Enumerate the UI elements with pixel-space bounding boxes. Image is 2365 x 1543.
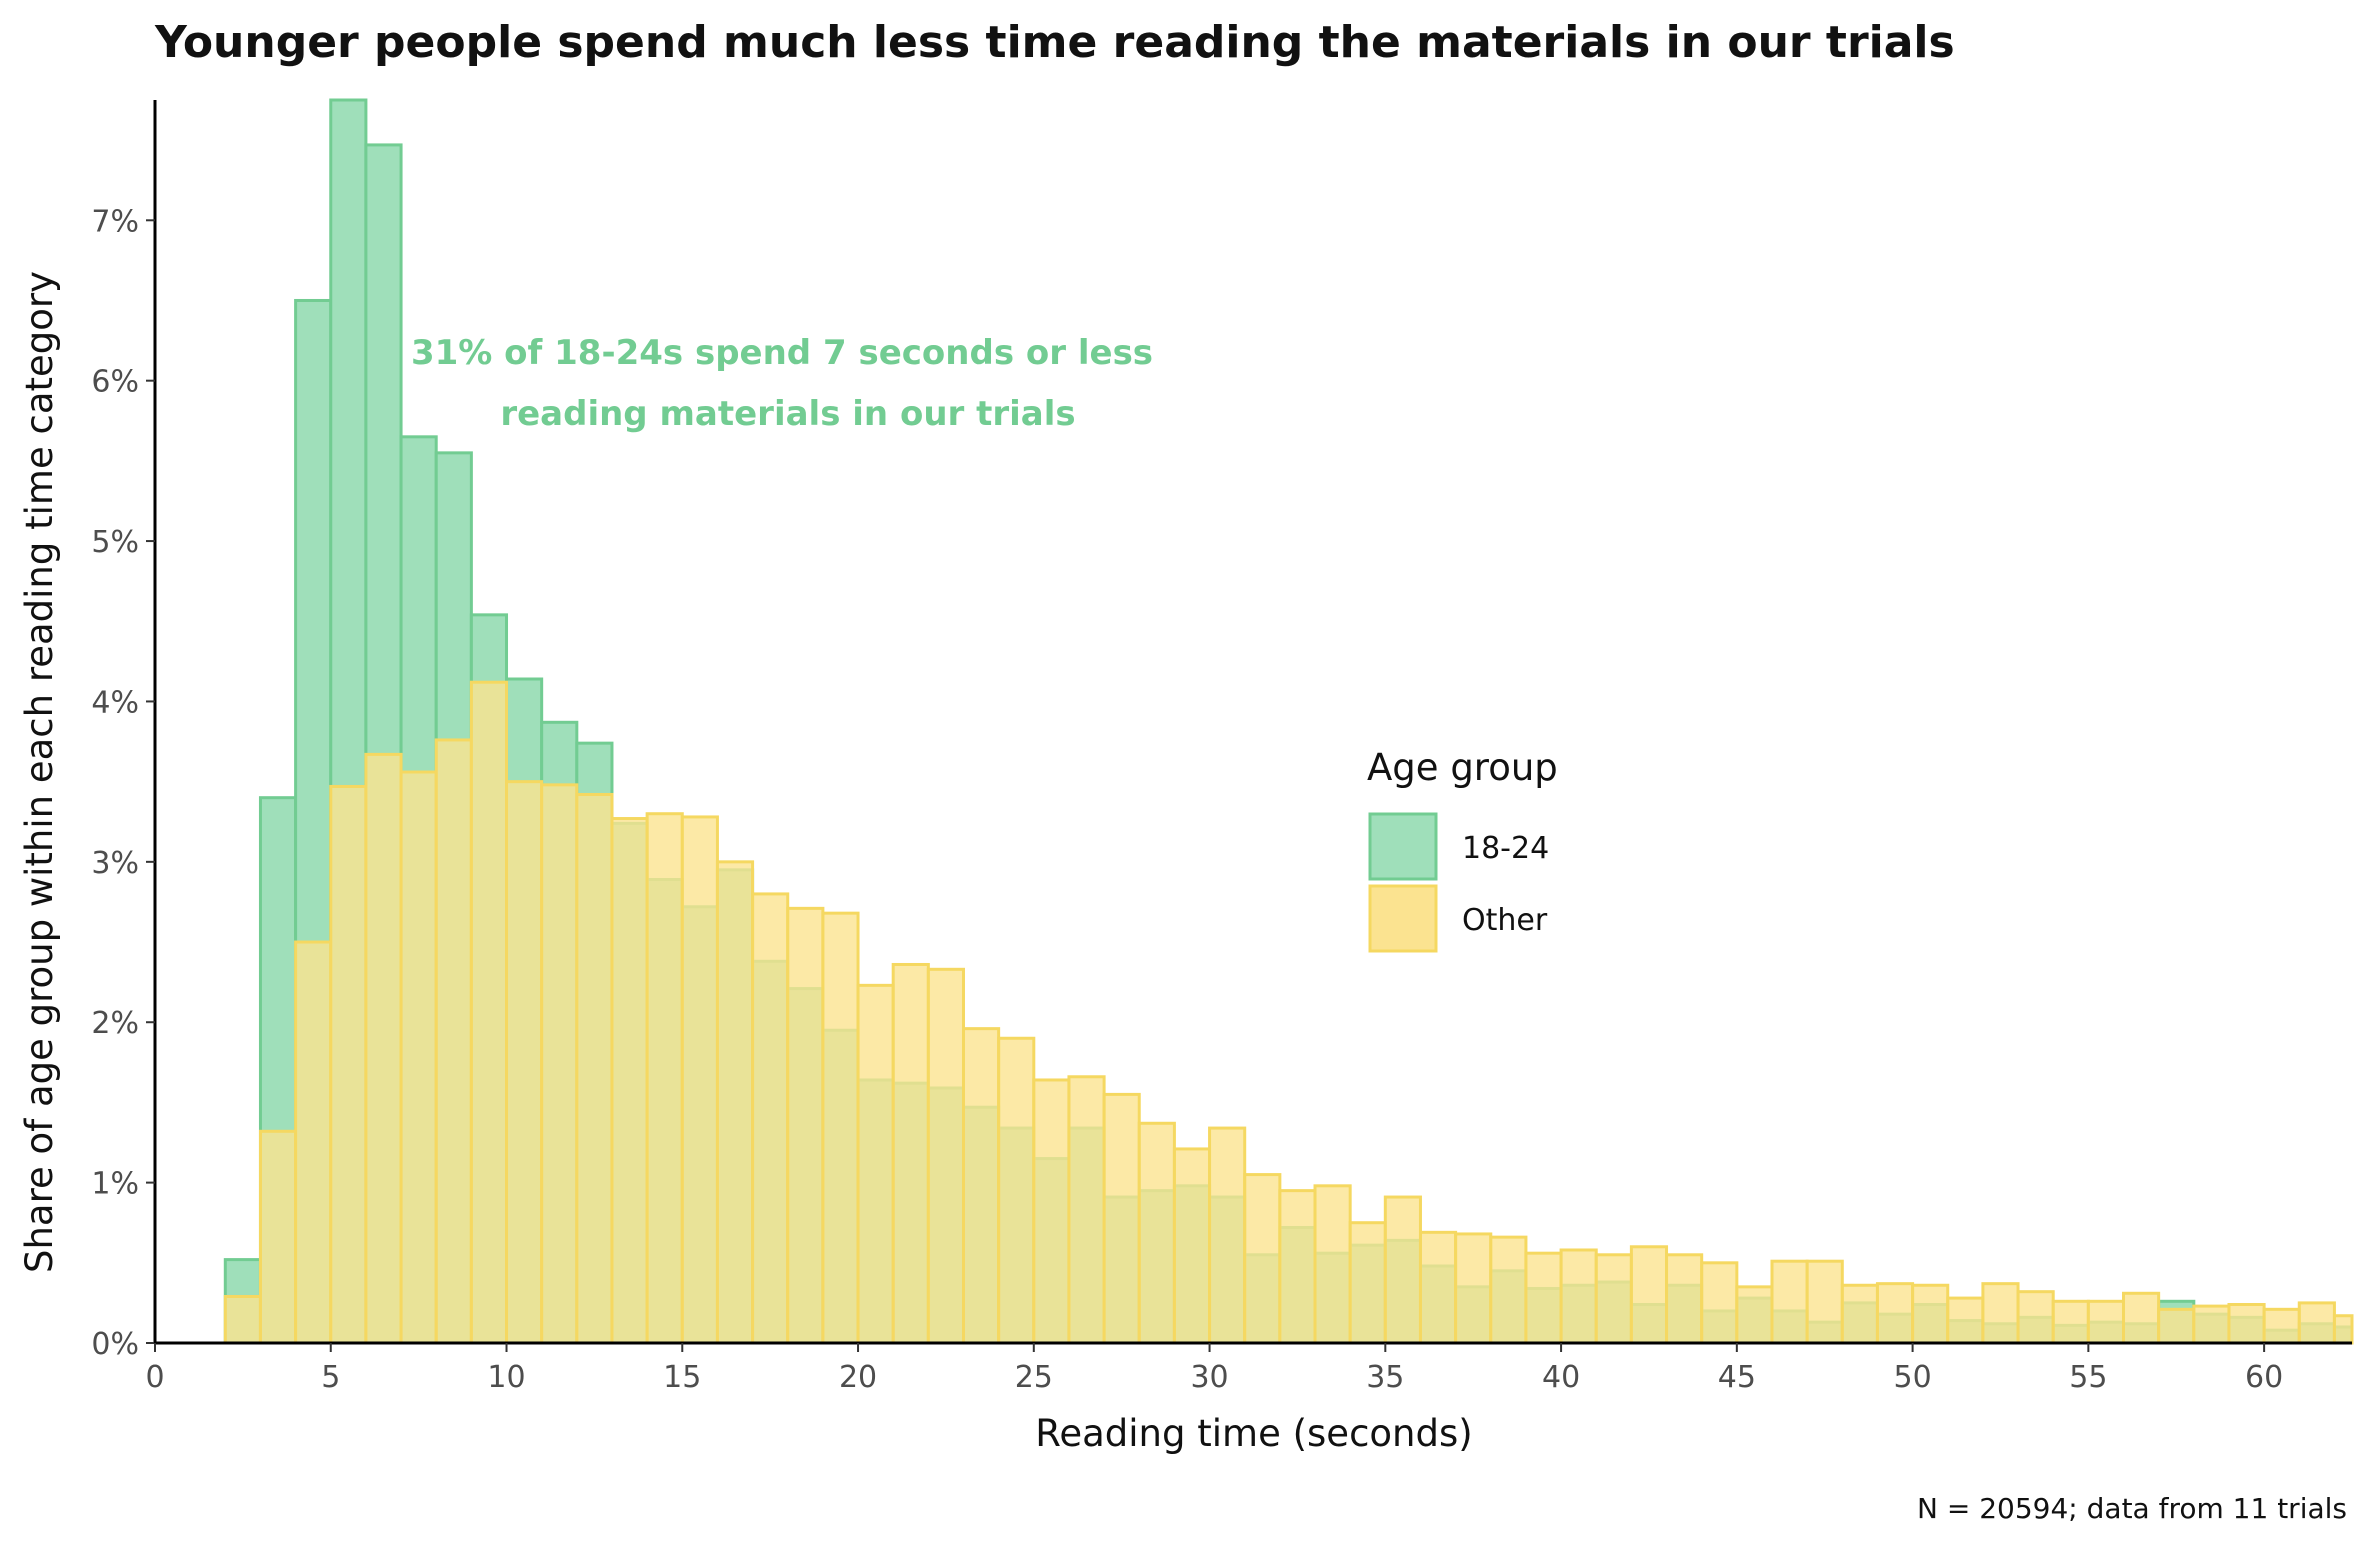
bar-other-45 xyxy=(1735,1285,1774,1345)
x-tick-label: 10 xyxy=(487,1360,525,1395)
bar-other-56 xyxy=(2122,1291,2161,1345)
bar-other-14 xyxy=(645,812,684,1345)
bar-other-15 xyxy=(680,815,719,1345)
x-tick-label: 45 xyxy=(1718,1360,1756,1395)
annotation-line-2: reading materials in our trials xyxy=(500,394,1075,434)
bar-other-27 xyxy=(1102,1092,1141,1345)
x-tick-label: 50 xyxy=(1894,1360,1932,1395)
x-tick-label: 5 xyxy=(321,1360,340,1395)
bar-other-32 xyxy=(1278,1189,1317,1345)
bar-other-57 xyxy=(2157,1307,2196,1345)
bars-series-other xyxy=(223,680,2354,1345)
y-axis: 0% 1% 2% 3% 4% 5% 6% 7% xyxy=(91,100,157,1362)
y-tick-label: 4% xyxy=(91,685,139,720)
bar-other-41 xyxy=(1594,1253,1633,1345)
bar-other-31 xyxy=(1243,1173,1282,1345)
bar-other-35 xyxy=(1383,1195,1422,1345)
y-tick-label: 7% xyxy=(91,204,139,239)
bar-other-29 xyxy=(1172,1147,1212,1345)
legend: Age group 18-24 Other xyxy=(1367,746,1558,953)
bar-other-38 xyxy=(1489,1235,1528,1345)
legend-label-other: Other xyxy=(1462,903,1548,938)
bar-other-4 xyxy=(294,940,333,1345)
bar-other-51 xyxy=(1946,1296,1985,1345)
bar-other-46 xyxy=(1770,1259,1809,1345)
bar-other-21 xyxy=(891,962,930,1345)
legend-title: Age group xyxy=(1367,746,1558,789)
legend-swatch-other xyxy=(1368,884,1438,953)
bar-other-23 xyxy=(962,1027,1001,1345)
bar-other-7 xyxy=(399,770,438,1345)
bar-other-49 xyxy=(1875,1282,1915,1345)
bar-other-28 xyxy=(1137,1121,1176,1345)
bar-other-42 xyxy=(1629,1245,1669,1345)
bar-other-6 xyxy=(364,752,403,1345)
x-tick-label: 30 xyxy=(1190,1360,1228,1395)
y-axis-title: Share of age group within each reading t… xyxy=(18,271,61,1273)
legend-swatch-18-24 xyxy=(1368,812,1438,881)
bar-other-33 xyxy=(1313,1184,1352,1345)
bar-other-44 xyxy=(1700,1261,1739,1345)
y-tick-label: 3% xyxy=(91,846,139,881)
y-tick-label: 5% xyxy=(91,525,139,560)
y-tick-label: 2% xyxy=(91,1006,139,1041)
bar-other-34 xyxy=(1348,1221,1387,1345)
bar-other-60 xyxy=(2262,1307,2301,1345)
bar-other-47 xyxy=(1805,1259,1844,1345)
bar-other-39 xyxy=(1524,1251,1563,1345)
bar-other-36 xyxy=(1418,1230,1458,1345)
bar-other-40 xyxy=(1559,1248,1598,1345)
bar-other-2 xyxy=(223,1294,262,1345)
x-tick-label: 25 xyxy=(1015,1360,1053,1395)
legend-label-18-24: 18-24 xyxy=(1462,831,1549,866)
bar-other-11 xyxy=(540,783,579,1345)
bar-other-20 xyxy=(856,983,895,1345)
bar-other-26 xyxy=(1067,1075,1106,1345)
y-tick-label: 6% xyxy=(91,365,139,400)
bar-other-43 xyxy=(1665,1253,1704,1345)
bar-other-13 xyxy=(610,817,649,1345)
bar-other-19 xyxy=(821,911,860,1345)
bar-other-22 xyxy=(926,967,965,1345)
x-tick-label: 15 xyxy=(663,1360,701,1395)
bar-other-62 xyxy=(2332,1314,2354,1345)
x-tick-label: 0 xyxy=(145,1360,164,1395)
bar-other-12 xyxy=(575,792,614,1345)
bar-other-17 xyxy=(751,892,790,1345)
x-tick-label: 55 xyxy=(2069,1360,2107,1395)
chart-caption: N = 20594; data from 11 trials xyxy=(1917,1492,2347,1525)
bar-other-54 xyxy=(2051,1299,2090,1345)
bar-other-30 xyxy=(1208,1126,1247,1345)
bar-other-50 xyxy=(1911,1283,1950,1345)
y-tick-label: 0% xyxy=(91,1327,139,1362)
bar-other-52 xyxy=(1981,1282,2020,1345)
bar-other-18 xyxy=(786,906,825,1345)
bar-other-9 xyxy=(469,680,509,1345)
chart-title: Younger people spend much less time read… xyxy=(154,17,1955,68)
x-tick-label: 35 xyxy=(1366,1360,1404,1395)
bar-other-48 xyxy=(1840,1283,1879,1345)
bar-other-3 xyxy=(258,1129,298,1345)
y-tick-label: 1% xyxy=(91,1167,139,1202)
bar-other-8 xyxy=(434,738,473,1345)
bar-other-37 xyxy=(1454,1232,1493,1345)
x-tick-label: 60 xyxy=(2245,1360,2283,1395)
bar-other-10 xyxy=(505,780,544,1345)
x-axis-title: Reading time (seconds) xyxy=(1035,1412,1472,1455)
annotation-line-1: 31% of 18-24s spend 7 seconds or less xyxy=(411,333,1153,373)
bar-other-53 xyxy=(2016,1290,2055,1345)
bar-other-61 xyxy=(2297,1301,2336,1345)
x-tick-label: 40 xyxy=(1542,1360,1580,1395)
bar-other-16 xyxy=(715,860,755,1345)
x-axis: 0 5 10 15 20 25 30 35 40 45 50 55 60 xyxy=(145,1341,2352,1395)
bar-other-25 xyxy=(1032,1078,1071,1345)
bar-other-24 xyxy=(997,1036,1036,1345)
bar-other-5 xyxy=(329,784,368,1345)
bar-other-55 xyxy=(2086,1299,2126,1345)
bar-other-58 xyxy=(2192,1304,2231,1345)
bar-other-59 xyxy=(2227,1303,2266,1345)
x-tick-label: 20 xyxy=(839,1360,877,1395)
